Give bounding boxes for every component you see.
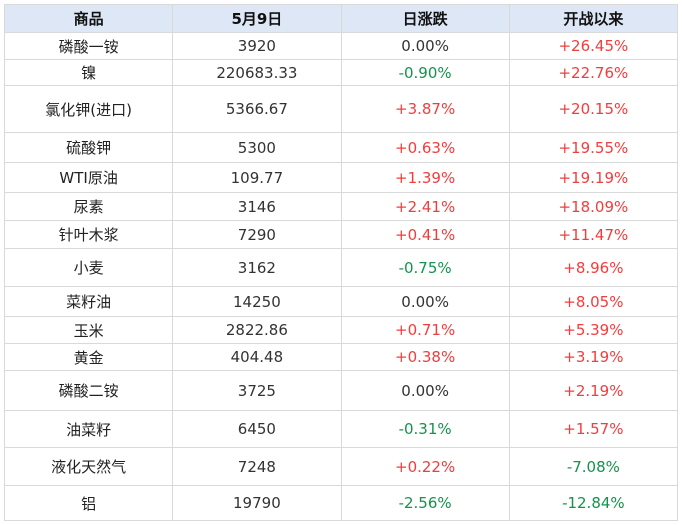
price-value: 404.48 [172, 343, 342, 371]
price-value: 6450 [172, 410, 342, 448]
price-value: 5366.67 [172, 85, 342, 133]
commodity-name: 玉米 [3, 316, 174, 344]
commodity-name: 小麦 [3, 248, 174, 287]
table-row: WTI原油 109.77 +1.39% +19.19% [3, 162, 679, 193]
daily-change-value: +0.71% [340, 316, 510, 344]
price-value: 3146 [172, 192, 342, 221]
price-value: 109.77 [172, 162, 342, 193]
price-value: 7248 [172, 447, 342, 486]
table-row: 氯化钾(进口) 5366.67 +3.87% +20.15% [3, 85, 679, 133]
daily-change-value: -2.56% [340, 485, 510, 521]
col-header-date-price: 5月9日 [172, 4, 342, 33]
table-row: 菜籽油 14250 0.00% +8.05% [3, 286, 679, 317]
since-war-value: +5.39% [508, 316, 679, 344]
commodity-name: 铝 [3, 485, 174, 521]
since-war-value: +19.19% [508, 162, 679, 193]
daily-change-value: +0.63% [340, 132, 510, 163]
since-war-value: +11.47% [508, 220, 679, 249]
daily-change-value: +0.22% [340, 447, 510, 486]
since-war-value: +1.57% [508, 410, 679, 448]
daily-change-value: +1.39% [340, 162, 510, 193]
daily-change-value: 0.00% [340, 286, 510, 317]
commodity-name: 镍 [3, 59, 174, 86]
price-value: 2822.86 [172, 316, 342, 344]
commodity-name: 磷酸一铵 [3, 32, 174, 60]
since-war-value: +3.19% [508, 343, 679, 371]
daily-change-value: 0.00% [340, 370, 510, 411]
commodity-name: 菜籽油 [3, 286, 174, 317]
table-row: 铝 19790 -2.56% -12.84% [3, 485, 679, 521]
daily-change-value: -0.90% [340, 59, 510, 86]
daily-change-value: +3.87% [340, 85, 510, 133]
commodity-name: 磷酸二铵 [3, 370, 174, 411]
since-war-value: +26.45% [508, 32, 679, 60]
since-war-value: +20.15% [508, 85, 679, 133]
daily-change-value: +0.38% [340, 343, 510, 371]
since-war-value: +22.76% [508, 59, 679, 86]
table-row: 黄金 404.48 +0.38% +3.19% [3, 343, 679, 371]
since-war-value: +8.96% [508, 248, 679, 287]
table-row: 针叶木浆 7290 +0.41% +11.47% [3, 220, 679, 249]
since-war-value: -7.08% [508, 447, 679, 486]
since-war-value: -12.84% [508, 485, 679, 521]
commodity-name: 氯化钾(进口) [3, 85, 174, 133]
since-war-value: +8.05% [508, 286, 679, 317]
table-row: 硫酸钾 5300 +0.63% +19.55% [3, 132, 679, 163]
table-row: 磷酸二铵 3725 0.00% +2.19% [3, 370, 679, 411]
price-value: 7290 [172, 220, 342, 249]
commodity-name: WTI原油 [3, 162, 174, 193]
commodity-name: 硫酸钾 [3, 132, 174, 163]
commodity-table: 商品 5月9日 日涨跌 开战以来 磷酸一铵 3920 0.00% +26.45% 镍 22… [3, 4, 679, 521]
commodity-name: 黄金 [3, 343, 174, 371]
commodity-name: 液化天然气 [3, 447, 174, 486]
table-row: 镍 220683.33 -0.90% +22.76% [3, 59, 679, 86]
header-row: 商品 5月9日 日涨跌 开战以来 [3, 4, 679, 33]
daily-change-value: -0.75% [340, 248, 510, 287]
price-value: 14250 [172, 286, 342, 317]
daily-change-value: 0.00% [340, 32, 510, 60]
commodity-name: 尿素 [3, 192, 174, 221]
table-row: 油菜籽 6450 -0.31% +1.57% [3, 410, 679, 448]
daily-change-value: -0.31% [340, 410, 510, 448]
price-value: 5300 [172, 132, 342, 163]
price-value: 3162 [172, 248, 342, 287]
table-row: 磷酸一铵 3920 0.00% +26.45% [3, 32, 679, 60]
price-value: 3725 [172, 370, 342, 411]
commodity-name: 针叶木浆 [3, 220, 174, 249]
table-row: 尿素 3146 +2.41% +18.09% [3, 192, 679, 221]
price-value: 220683.33 [172, 59, 342, 86]
col-header-since-war: 开战以来 [508, 4, 679, 33]
table-row: 玉米 2822.86 +0.71% +5.39% [3, 316, 679, 344]
table-row: 小麦 3162 -0.75% +8.96% [3, 248, 679, 287]
daily-change-value: +2.41% [340, 192, 510, 221]
table-row: 液化天然气 7248 +0.22% -7.08% [3, 447, 679, 486]
since-war-value: +18.09% [508, 192, 679, 221]
since-war-value: +19.55% [508, 132, 679, 163]
col-header-commodity: 商品 [3, 4, 174, 33]
price-value: 3920 [172, 32, 342, 60]
price-value: 19790 [172, 485, 342, 521]
commodity-name: 油菜籽 [3, 410, 174, 448]
daily-change-value: +0.41% [340, 220, 510, 249]
since-war-value: +2.19% [508, 370, 679, 411]
col-header-daily-change: 日涨跌 [340, 4, 510, 33]
